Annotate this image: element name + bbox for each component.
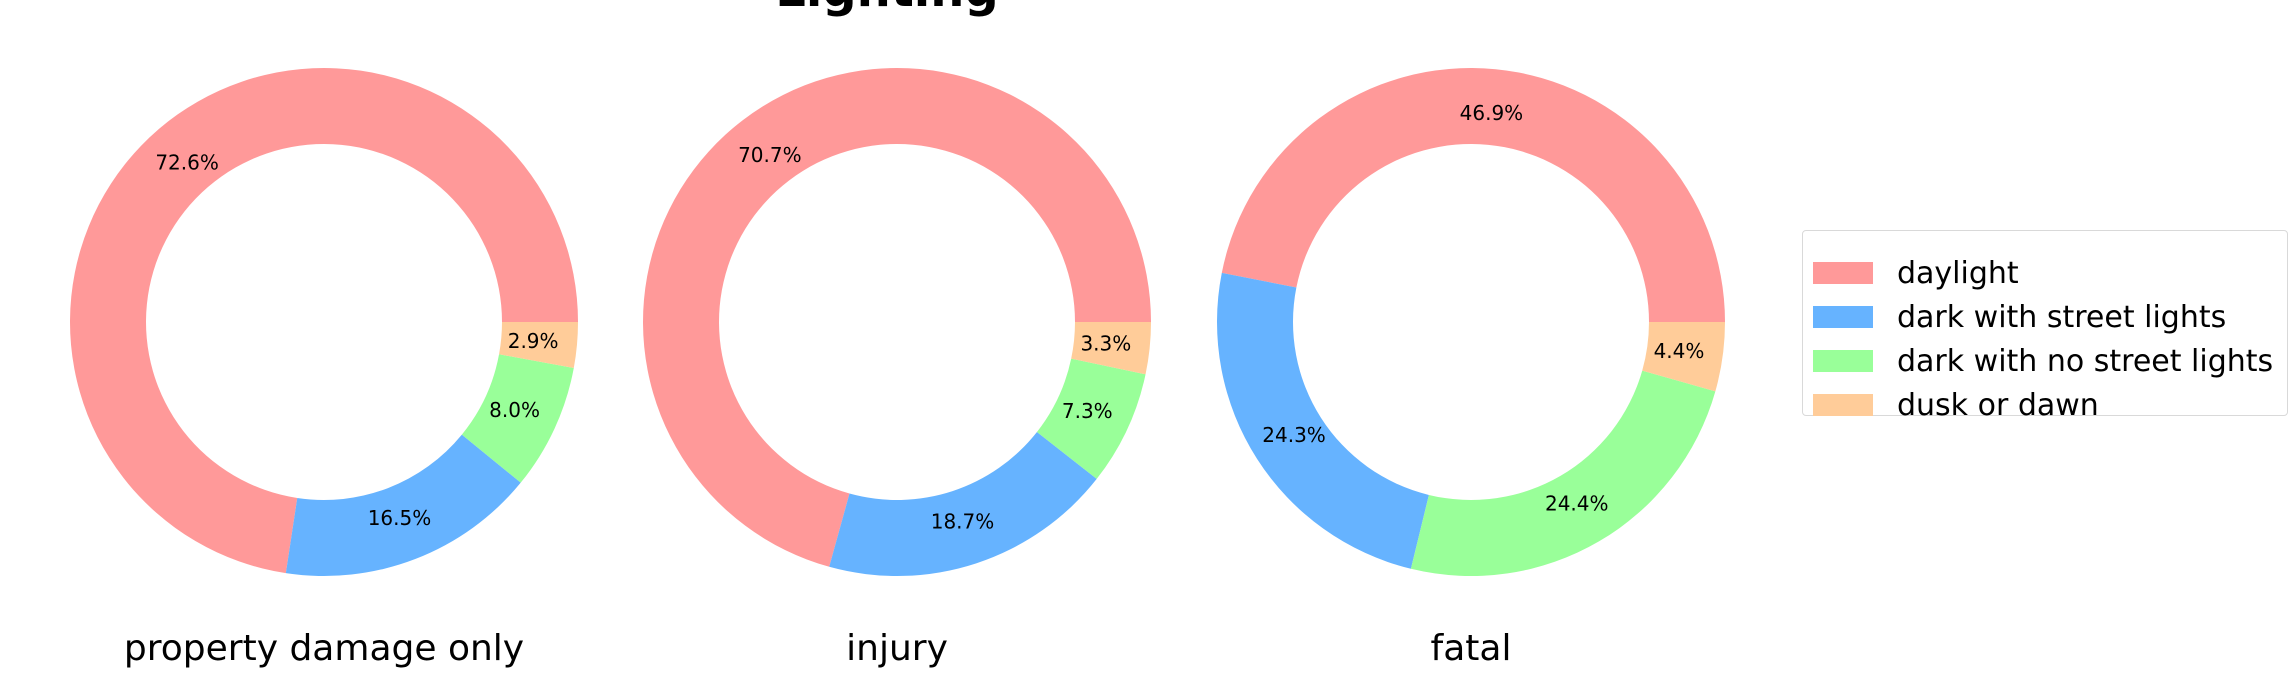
legend: daylight dark with street lights dark wi… xyxy=(1802,230,2288,423)
chart-label-property-damage-only: property damage only xyxy=(124,628,524,669)
legend-swatch-dark-with-street-lights xyxy=(1813,306,1873,328)
chart-label-fatal: fatal xyxy=(1431,628,1512,669)
slice-property-damage-only-daylight xyxy=(70,68,578,574)
legend-label-dark-with-street-lights: dark with street lights xyxy=(1897,299,2227,335)
slice-label-injury-dark-with-no-street-lights: 7.3% xyxy=(1062,399,1113,423)
chart-title: Lighting xyxy=(775,0,999,18)
slice-label-injury-dark-with-street-lights: 18.7% xyxy=(931,510,995,534)
legend-label-dusk-or-dawn: dusk or dawn xyxy=(1897,387,2099,423)
legend-item-daylight: daylight xyxy=(1813,253,2019,293)
slice-fatal-dusk-or-dawn xyxy=(1642,322,1725,392)
chart-label-injury: injury xyxy=(846,628,948,669)
slice-label-injury-dusk-or-dawn: 3.3% xyxy=(1080,332,1131,356)
legend-swatch-daylight xyxy=(1813,262,1873,284)
legend-label-dark-with-no-street-lights: dark with no street lights xyxy=(1897,343,2274,379)
slice-label-fatal-daylight: 46.9% xyxy=(1460,101,1524,125)
donut-injury: 70.7% 18.7% 7.3% 3.3% injury xyxy=(643,68,1151,669)
slice-fatal-dark-with-street-lights xyxy=(1217,272,1429,569)
slice-label-property-damage-only-dark-with-no-street-lights: 8.0% xyxy=(489,398,540,422)
legend-item-dusk-or-dawn: dusk or dawn xyxy=(1813,385,2099,425)
slice-fatal-dark-with-no-street-lights xyxy=(1410,370,1716,576)
donut-property-damage-only: 72.6% 16.5% 8.0% 2.9% property damage only xyxy=(70,68,578,669)
slice-fatal-daylight xyxy=(1221,68,1725,322)
slice-label-fatal-dusk-or-dawn: 4.4% xyxy=(1654,339,1705,363)
slice-label-fatal-dark-with-street-lights: 24.3% xyxy=(1262,423,1326,447)
slice-injury-daylight xyxy=(643,68,1151,567)
slice-label-property-damage-only-dark-with-street-lights: 16.5% xyxy=(368,506,432,530)
legend-label-daylight: daylight xyxy=(1897,255,2019,291)
slice-property-damage-only-dark-with-street-lights xyxy=(285,434,521,576)
legend-swatch-dark-with-no-street-lights xyxy=(1813,350,1873,372)
slice-property-damage-only-dark-with-no-street-lights xyxy=(461,354,574,483)
slice-property-damage-only-dusk-or-dawn xyxy=(499,322,578,369)
slice-label-property-damage-only-dusk-or-dawn: 2.9% xyxy=(508,329,559,353)
donut-fatal: 46.9% 24.3% 24.4% 4.4% fatal xyxy=(1217,68,1725,669)
slice-injury-dark-with-street-lights xyxy=(829,431,1097,577)
slice-label-fatal-dark-with-no-street-lights: 24.4% xyxy=(1545,491,1609,515)
legend-item-dark-with-street-lights: dark with street lights xyxy=(1813,297,2226,337)
slice-injury-dark-with-no-street-lights xyxy=(1036,358,1146,479)
slice-label-injury-daylight: 70.7% xyxy=(738,143,802,167)
slice-injury-dusk-or-dawn xyxy=(1071,322,1151,375)
slice-label-property-damage-only-daylight: 72.6% xyxy=(155,151,219,175)
legend-item-dark-with-no-street-lights: dark with no street lights xyxy=(1813,341,2273,381)
donut-charts: 72.6% 16.5% 8.0% 2.9% property damage only 70… xyxy=(70,68,1725,669)
legend-swatch-dusk-or-dawn xyxy=(1813,394,1873,416)
